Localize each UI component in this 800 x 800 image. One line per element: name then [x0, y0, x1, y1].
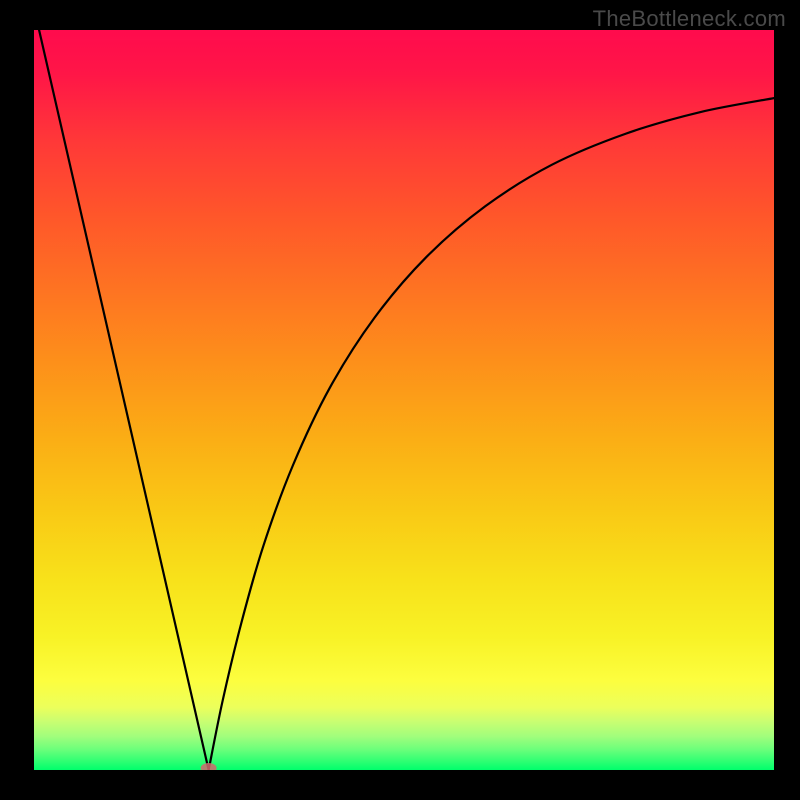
gradient-background — [34, 30, 774, 770]
bottleneck-chart — [34, 30, 774, 770]
chart-frame: TheBottleneck.com — [0, 0, 800, 800]
watermark-text: TheBottleneck.com — [593, 6, 786, 32]
